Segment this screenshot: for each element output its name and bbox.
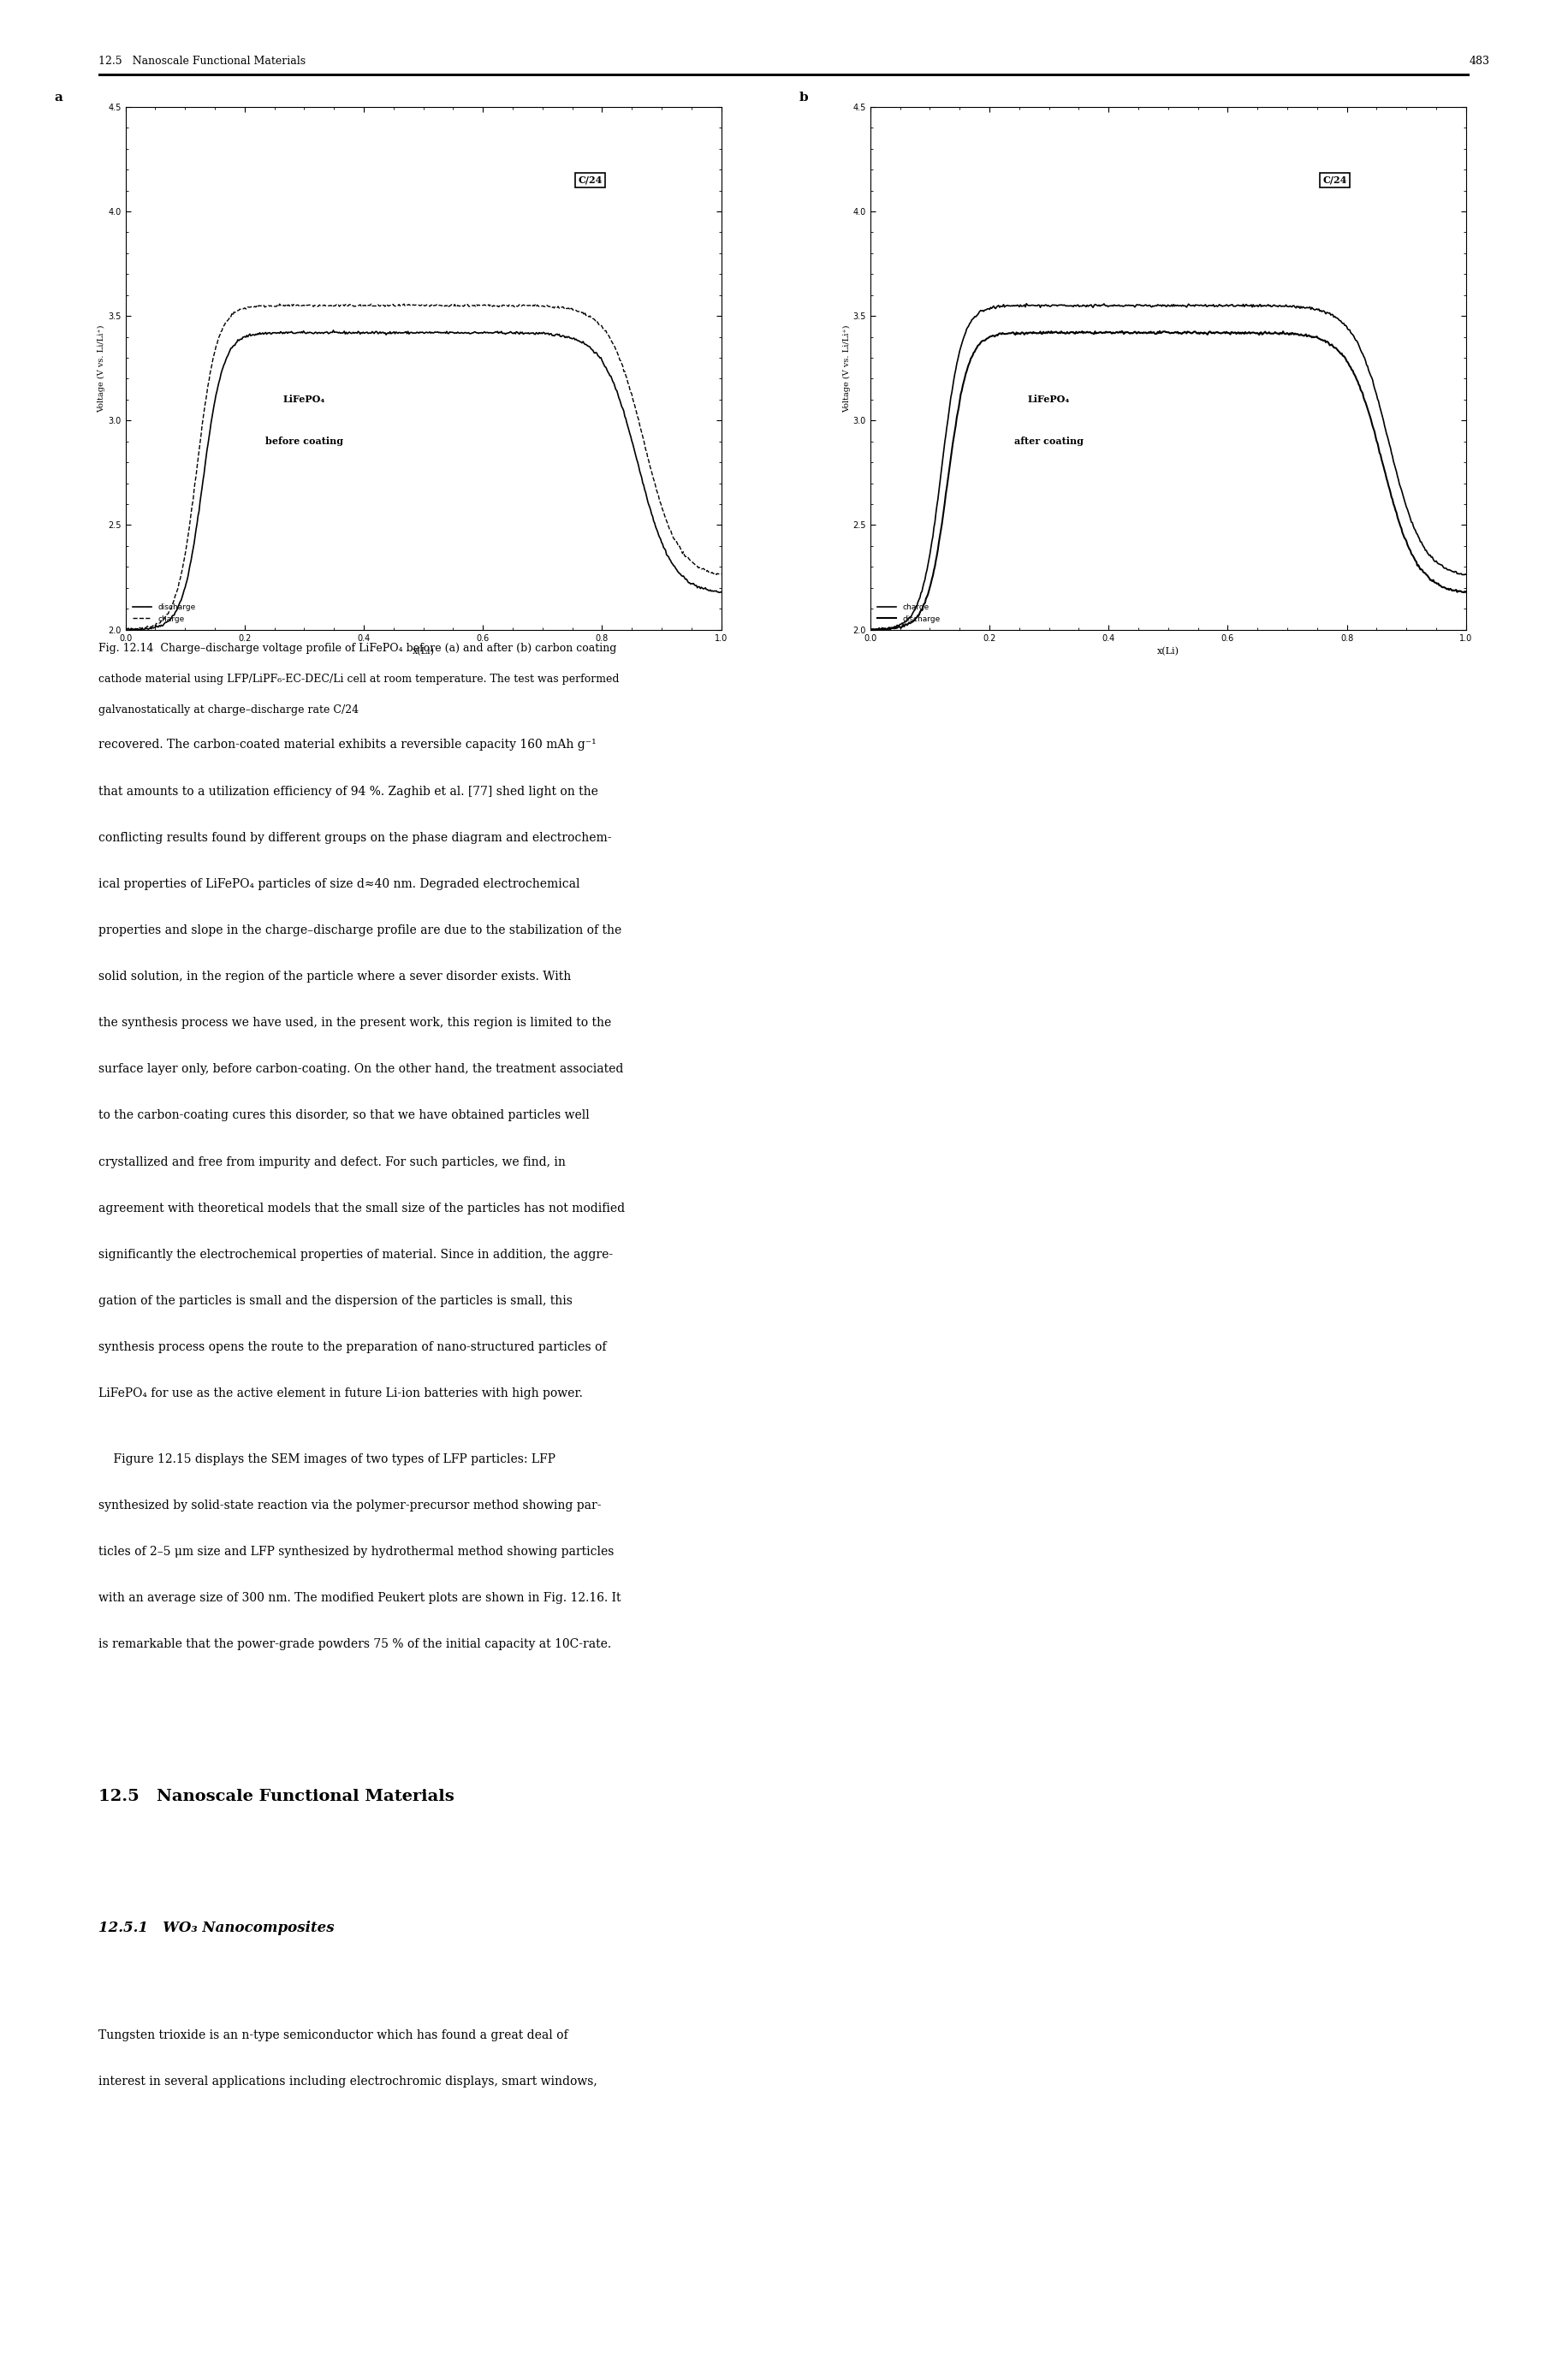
Text: Tungsten trioxide is an n-type semiconductor which has found a great deal of: Tungsten trioxide is an n-type semicondu… (99, 2029, 568, 2041)
discharge (1311, 326, 1330, 354)
charge (967, 302, 986, 330)
charge (712, 558, 731, 587)
discharge (861, 615, 880, 644)
charge (1132, 292, 1151, 321)
Text: the synthesis process we have used, in the present work, this region is limited : the synthesis process we have used, in t… (99, 1017, 612, 1029)
charge (223, 299, 241, 328)
discharge (712, 577, 731, 606)
Text: significantly the electrochemical properties of material. Since in addition, the: significantly the electrochemical proper… (99, 1250, 613, 1262)
Text: before coating: before coating (265, 437, 343, 447)
Text: 12.5.1   WO₃ Nanocomposites: 12.5.1 WO₃ Nanocomposites (99, 1920, 334, 1934)
charge (862, 615, 881, 644)
charge (270, 290, 289, 318)
Text: Figure 12.15 displays the SEM images of two types of LFP particles: LFP: Figure 12.15 displays the SEM images of … (99, 1454, 555, 1466)
Text: 483: 483 (1469, 55, 1490, 67)
charge (1018, 290, 1036, 318)
charge (116, 615, 135, 644)
Text: to the carbon-coating cures this disorder, so that we have obtained particles we: to the carbon-coating cures this disorde… (99, 1110, 590, 1121)
discharge (967, 333, 986, 361)
discharge (387, 318, 406, 347)
Text: 12.5   Nanoscale Functional Materials: 12.5 Nanoscale Functional Materials (99, 1789, 455, 1803)
Text: that amounts to a utilization efficiency of 94 %. Zaghib et al. [77] shed light : that amounts to a utilization efficiency… (99, 786, 599, 798)
Text: synthesis process opens the route to the preparation of nano-structured particle: synthesis process opens the route to the… (99, 1342, 607, 1354)
Text: a: a (53, 90, 63, 102)
Text: surface layer only, before carbon-coating. On the other hand, the treatment asso: surface layer only, before carbon-coatin… (99, 1064, 624, 1076)
discharge (116, 615, 135, 644)
Text: C/24: C/24 (579, 176, 602, 185)
Legend: charge, discharge: charge, discharge (873, 601, 944, 625)
Text: LiFePO₄: LiFePO₄ (1029, 394, 1069, 404)
discharge (1132, 318, 1151, 347)
discharge (124, 615, 143, 644)
charge (395, 290, 414, 318)
Text: is remarkable that the power-grade powders 75 % of the initial capacity at 10C-r: is remarkable that the power-grade powde… (99, 1639, 612, 1651)
discharge (469, 318, 488, 347)
Y-axis label: Voltage (V vs. Li/Li⁺): Voltage (V vs. Li/Li⁺) (842, 326, 850, 411)
Text: conflicting results found by different groups on the phase diagram and electroch: conflicting results found by different g… (99, 832, 612, 843)
Text: interest in several applications including electrochromic displays, smart window: interest in several applications includi… (99, 2077, 597, 2089)
Line: charge: charge (870, 304, 1466, 630)
charge (1457, 561, 1475, 589)
discharge (566, 326, 585, 354)
discharge (1457, 577, 1475, 606)
Text: synthesized by solid-state reaction via the polymer-precursor method showing par: synthesized by solid-state reaction via … (99, 1499, 602, 1511)
charge (1214, 292, 1232, 321)
Text: LiFePO₄ for use as the active element in future Li-ion batteries with high power: LiFePO₄ for use as the active element in… (99, 1388, 583, 1399)
discharge (270, 318, 289, 347)
Text: solid solution, in the region of the particle where a sever disorder exists. Wit: solid solution, in the region of the par… (99, 972, 571, 984)
charge (566, 297, 585, 326)
Text: with an average size of 300 nm. The modified Peukert plots are shown in Fig. 12.: with an average size of 300 nm. The modi… (99, 1592, 621, 1604)
discharge (1214, 318, 1232, 347)
Text: recovered. The carbon-coated material exhibits a reversible capacity 160 mAh g⁻¹: recovered. The carbon-coated material ex… (99, 739, 596, 751)
Text: 12.5   Nanoscale Functional Materials: 12.5 Nanoscale Functional Materials (99, 55, 306, 67)
charge (861, 613, 880, 642)
Text: b: b (798, 90, 808, 102)
Text: LiFePO₄: LiFePO₄ (284, 394, 325, 404)
charge (1311, 297, 1330, 326)
discharge (223, 333, 241, 361)
Text: cathode material using LFP/LiPF₆-EC-DEC/Li cell at room temperature. The test wa: cathode material using LFP/LiPF₆-EC-DEC/… (99, 672, 619, 684)
Text: agreement with theoretical models that the small size of the particles has not m: agreement with theoretical models that t… (99, 1202, 626, 1214)
charge (1014, 290, 1033, 318)
discharge (1014, 321, 1033, 349)
Text: ical properties of LiFePO₄ particles of size d≈40 nm. Degraded electrochemical: ical properties of LiFePO₄ particles of … (99, 879, 580, 891)
Text: after coating: after coating (1014, 437, 1083, 447)
charge (118, 615, 136, 644)
Line: charge: charge (125, 304, 721, 630)
Line: discharge: discharge (870, 330, 1466, 630)
Text: properties and slope in the charge–discharge profile are due to the stabilizatio: properties and slope in the charge–disch… (99, 924, 622, 936)
Text: gation of the particles is small and the dispersion of the particles is small, t: gation of the particles is small and the… (99, 1295, 572, 1307)
discharge (862, 615, 881, 644)
Text: C/24: C/24 (1323, 176, 1347, 185)
Line: discharge: discharge (125, 330, 721, 630)
Text: galvanostatically at charge–discharge rate C/24: galvanostatically at charge–discharge ra… (99, 703, 359, 715)
Legend: discharge, charge: discharge, charge (129, 601, 199, 625)
discharge (516, 318, 535, 347)
charge (516, 292, 535, 321)
X-axis label: x(Li): x(Li) (412, 646, 434, 656)
X-axis label: x(Li): x(Li) (1157, 646, 1179, 656)
charge (1261, 292, 1279, 321)
charge (469, 290, 488, 318)
Text: crystallized and free from impurity and defect. For such particles, we find, in: crystallized and free from impurity and … (99, 1157, 566, 1169)
Text: ticles of 2–5 μm size and LFP synthesized by hydrothermal method showing particl: ticles of 2–5 μm size and LFP synthesize… (99, 1547, 615, 1559)
Y-axis label: Voltage (V vs. Li/Li⁺): Voltage (V vs. Li/Li⁺) (97, 326, 105, 411)
discharge (1113, 316, 1132, 345)
discharge (325, 316, 343, 345)
Text: Fig. 12.14  Charge–discharge voltage profile of LiFePO₄ before (a) and after (b): Fig. 12.14 Charge–discharge voltage prof… (99, 642, 616, 653)
discharge (1261, 318, 1279, 347)
charge (387, 292, 406, 321)
